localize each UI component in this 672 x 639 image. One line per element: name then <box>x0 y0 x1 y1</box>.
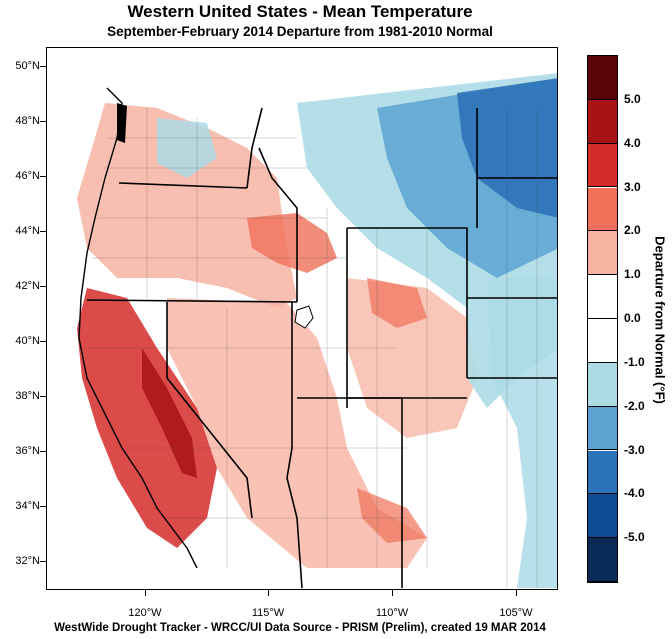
lat-label-40n: 40°N <box>15 335 40 347</box>
legend-swatch <box>588 450 617 495</box>
lat-label-32n: 32°N <box>15 555 40 567</box>
lat-tick <box>40 341 46 342</box>
legend-swatch <box>588 275 617 319</box>
cool-region-washington <box>157 118 217 178</box>
coastline <box>78 87 198 569</box>
legend-swatch <box>588 143 617 188</box>
lat-label-48n: 48°N <box>15 115 40 127</box>
map-panel <box>46 47 558 590</box>
lat-tick <box>40 396 46 397</box>
temperature-map <box>77 73 557 589</box>
county-lines <box>87 108 538 588</box>
legend-label: -2.0 <box>624 398 645 413</box>
legend-swatch <box>588 538 617 582</box>
legend-swatch <box>588 56 617 100</box>
puget-sound <box>117 103 127 143</box>
lon-tick <box>516 590 517 596</box>
map-title: Western United States - Mean Temperature <box>127 2 473 21</box>
legend-swatch <box>588 362 617 407</box>
lon-label-115w: 115°W <box>251 607 285 619</box>
lat-label-50n: 50°N <box>15 60 40 72</box>
legend-label: 2.0 <box>624 223 641 238</box>
legend-label: 1.0 <box>624 267 641 282</box>
lat-label-38n: 38°N <box>15 390 40 402</box>
warm-region-california <box>77 288 217 548</box>
lat-label-42n: 42°N <box>15 280 40 292</box>
anomaly-regions <box>77 73 557 588</box>
lat-tick <box>40 286 46 287</box>
lat-tick <box>40 66 46 67</box>
legend-swatch <box>588 406 617 451</box>
credit-line: WestWide Drought Tracker - WRCC/UI Data … <box>54 622 546 634</box>
legend-swatch <box>588 99 617 144</box>
legend-label: -1.0 <box>624 354 645 369</box>
legend-label: 5.0 <box>624 91 641 106</box>
legend-label: 0.0 <box>624 311 641 325</box>
state-borders <box>86 107 557 589</box>
lon-tick <box>268 590 269 596</box>
lat-label-46n: 46°N <box>15 170 40 182</box>
map-subtitle: September-February 2014 Departure from 1… <box>107 24 493 39</box>
lat-tick <box>40 506 46 507</box>
legend-label: 4.0 <box>624 135 641 150</box>
lat-label-36n: 36°N <box>15 445 40 457</box>
legend-label: -3.0 <box>624 442 645 457</box>
legend-swatch <box>588 494 617 539</box>
warm-region-sierra <box>142 348 197 478</box>
lat-tick <box>40 561 46 562</box>
cool-region-east-plains <box>487 278 557 588</box>
lon-label-110w: 110°W <box>375 607 409 619</box>
legend-label: -5.0 <box>624 530 645 545</box>
legend-label: -4.0 <box>624 486 645 501</box>
lat-label-34n: 34°N <box>15 500 40 512</box>
legend-label: 3.0 <box>624 179 641 194</box>
lat-tick <box>40 121 46 122</box>
lon-label-120w: 120°W <box>128 607 162 619</box>
lat-tick <box>40 231 46 232</box>
color-legend <box>587 55 618 583</box>
legend-swatch <box>588 187 617 232</box>
lon-tick <box>145 590 146 596</box>
warm-region-southwest <box>357 488 427 543</box>
warm-region-wyoming <box>367 278 427 328</box>
lat-tick <box>40 451 46 452</box>
legend-swatch <box>588 231 617 276</box>
lat-label-44n: 44°N <box>15 225 40 237</box>
lat-tick <box>40 176 46 177</box>
great-salt-lake <box>294 305 314 329</box>
lon-tick <box>392 590 393 596</box>
legend-swatch <box>588 319 617 363</box>
warm-region-northwest <box>77 103 297 308</box>
legend-title: Departure from Normal (°F) <box>652 236 668 404</box>
lon-label-105w: 105°W <box>499 607 533 619</box>
